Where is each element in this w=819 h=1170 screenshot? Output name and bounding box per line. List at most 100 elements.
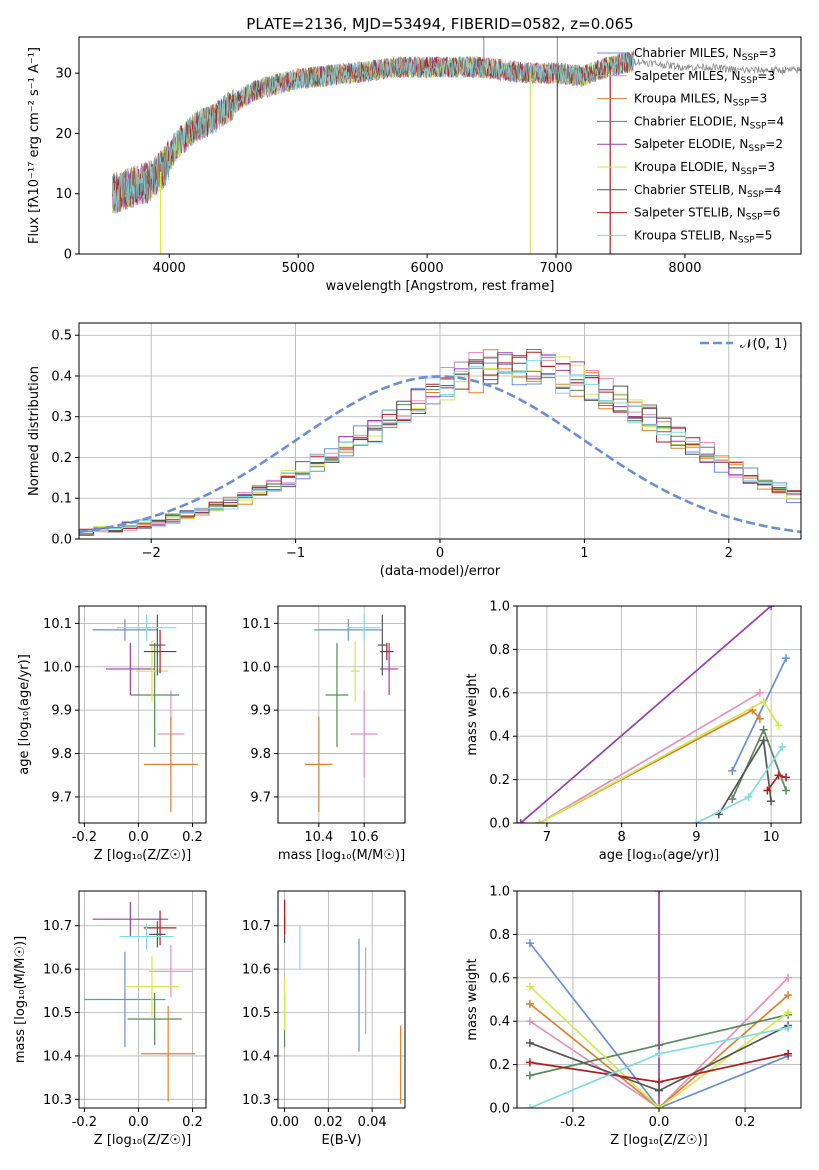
y-tick-label: 0.4	[489, 730, 510, 745]
x-tick-label: -0.2	[72, 830, 97, 845]
weight-marker	[767, 606, 776, 610]
x-tick-label: 10	[763, 830, 780, 845]
x-tick-label: −2	[142, 546, 161, 561]
legend-label: Kroupa ELODIE, NSSP=3	[634, 160, 775, 177]
x-tick-label: -0.2	[560, 1115, 585, 1130]
y-tick-label: 10.3	[242, 1093, 271, 1108]
weight-marker	[763, 786, 772, 795]
x-tick-label: −1	[286, 546, 305, 561]
y-tick-label: 10.1	[242, 617, 271, 632]
legend-label: Salpeter MILES, NSSP=3	[634, 69, 775, 86]
weight-marker	[655, 1077, 663, 1086]
x-tick-label: 7000	[539, 261, 572, 276]
age_vs_Z-ylabel: age [log₁₀(age/yr)]	[17, 654, 32, 775]
legend-label-main: Chabrier STELIB, N	[634, 183, 747, 197]
weight-marker	[759, 697, 768, 706]
weight-marker	[782, 654, 791, 663]
weight-marker	[525, 1017, 534, 1026]
y-tick-label: 10.3	[43, 1093, 72, 1108]
age_vs_mass-plot-area	[305, 614, 399, 813]
weight-marker	[525, 982, 534, 991]
mass_vs_Z-axes: -0.2 0.0 0.2 10.3 10.4 10.5 10.6 10.7 Z [log₁₀(Z…	[13, 890, 207, 1148]
age_vs_mass-axes: 10.4 10.6 9.7 9.8 9.9 10.0 10.1 mass [log₁₀(M/M…	[242, 605, 406, 863]
mass_vs_Z-xlabel: Z [log₁₀(Z/Z☉)]	[94, 1133, 191, 1148]
y-tick-label: 0	[64, 248, 72, 263]
weight-line-6	[718, 737, 772, 815]
spectrum-axes: 4000 5000 6000 7000 8000 0 10 20 30 wavelength [A…	[27, 36, 802, 294]
mass_vs_Z-ylabel: mass [log₁₀(M/M☉)]	[13, 936, 28, 1063]
y-tick-label: 9.7	[250, 790, 271, 805]
mass_vs_Z-frame	[78, 890, 207, 1109]
weight-marker	[755, 688, 764, 697]
y-tick-label: 0.4	[51, 369, 72, 384]
y-tick-label: 10.5	[43, 1006, 72, 1021]
weight_vs_Z-ylabel: mass weight	[465, 958, 480, 1040]
legend-label-main: Salpeter MILES, N	[634, 69, 741, 83]
mass_vs_Z-plot-area	[84, 901, 196, 1102]
legend-label-tail: =6	[763, 206, 781, 220]
y-tick-label: 1.0	[489, 885, 510, 900]
weight-marker	[774, 771, 783, 780]
age_vs_mass-frame	[277, 605, 406, 824]
legend-label: Chabrier ELODIE, NSSP=4	[634, 114, 784, 131]
weight_vs_age-axes: 7 8 9 10 0.0 0.2 0.4 0.6 0.8 1.0 age [log₁₀(age/yr…	[465, 600, 802, 863]
x-tick-label: 4000	[153, 261, 186, 276]
weight-marker	[767, 797, 776, 806]
weight-line-2	[539, 709, 761, 823]
weight-marker	[525, 999, 534, 1008]
x-tick-label: 0.0	[128, 830, 149, 845]
y-tick-label: 0.4	[489, 1015, 510, 1030]
y-tick-label: 9.7	[51, 790, 72, 805]
x-tick-label: 2	[725, 546, 733, 561]
mass_vs_ebv-axes: 0.00 0.02 0.04 10.3 10.4 10.5 10.6 10.7 E(B-V)	[242, 890, 406, 1148]
weight-marker	[655, 1049, 663, 1058]
legend-label: Salpeter STELIB, NSSP=6	[634, 206, 780, 223]
residual_histogram-xlabel: (data-model)/error	[380, 564, 501, 579]
weight-line-0	[731, 657, 787, 772]
weight-marker	[782, 786, 791, 795]
x-tick-label: 1	[580, 546, 588, 561]
legend-label: Salpeter ELODIE, NSSP=2	[634, 137, 783, 154]
x-tick-label: -0.2	[72, 1115, 97, 1130]
age_vs_Z-xlabel: Z [log₁₀(Z/Z☉)]	[94, 848, 191, 863]
y-tick-label: 9.8	[250, 747, 271, 762]
y-tick-label: 0.2	[489, 773, 510, 788]
weight-marker	[778, 743, 787, 752]
x-tick-label: 0.00	[270, 1115, 299, 1130]
legend-label-tail: =4	[766, 114, 784, 128]
weight_vs_age-frame	[516, 605, 802, 824]
residual_histogram-axes: −2 −1 0 1 2 0.0 0.1 0.2 0.3 0.4 0.5 (data-model)/er…	[27, 322, 802, 579]
residual_histogram-plot-area	[79, 349, 801, 539]
y-tick-label: 30	[55, 67, 72, 82]
y-tick-label: 10	[55, 187, 72, 202]
age_vs_mass-xlabel: mass [log₁₀(M/M☉)]	[278, 848, 405, 863]
x-tick-label: 0.04	[358, 1115, 387, 1130]
spectrum-xlabel: wavelength [Angstrom, rest frame]	[326, 279, 555, 294]
legend-label-main: Kroupa STELIB, N	[634, 228, 738, 242]
legend-label-tail: =3	[757, 160, 775, 174]
spectrum-line-8	[112, 51, 634, 213]
x-tick-label: 10.6	[350, 830, 379, 845]
mass_vs_ebv-plot-area	[283, 899, 402, 1104]
y-tick-label: 0.2	[51, 451, 72, 466]
y-tick-label: 20	[55, 127, 72, 142]
x-tick-label: 0.0	[128, 1115, 149, 1130]
weight-marker	[517, 819, 525, 823]
x-tick-label: 5000	[282, 261, 315, 276]
weight-line-5	[529, 985, 789, 1108]
legend-label: Chabrier MILES, NSSP=3	[634, 46, 776, 63]
legend-label: Kroupa MILES, NSSP=3	[634, 92, 767, 109]
weight-marker	[655, 891, 663, 895]
weight-line-3	[731, 727, 787, 800]
x-tick-label: 8	[617, 830, 625, 845]
weight-marker	[728, 795, 737, 804]
legend-label-main: Kroupa ELODIE, N	[634, 160, 741, 174]
y-tick-label: 9.8	[51, 747, 72, 762]
weight-marker	[525, 1071, 534, 1080]
weight-marker	[744, 792, 753, 801]
spectrum-model-tail	[633, 58, 801, 75]
weight-marker	[655, 1086, 663, 1095]
weight-line-2	[529, 994, 789, 1108]
weight-marker	[535, 819, 544, 823]
